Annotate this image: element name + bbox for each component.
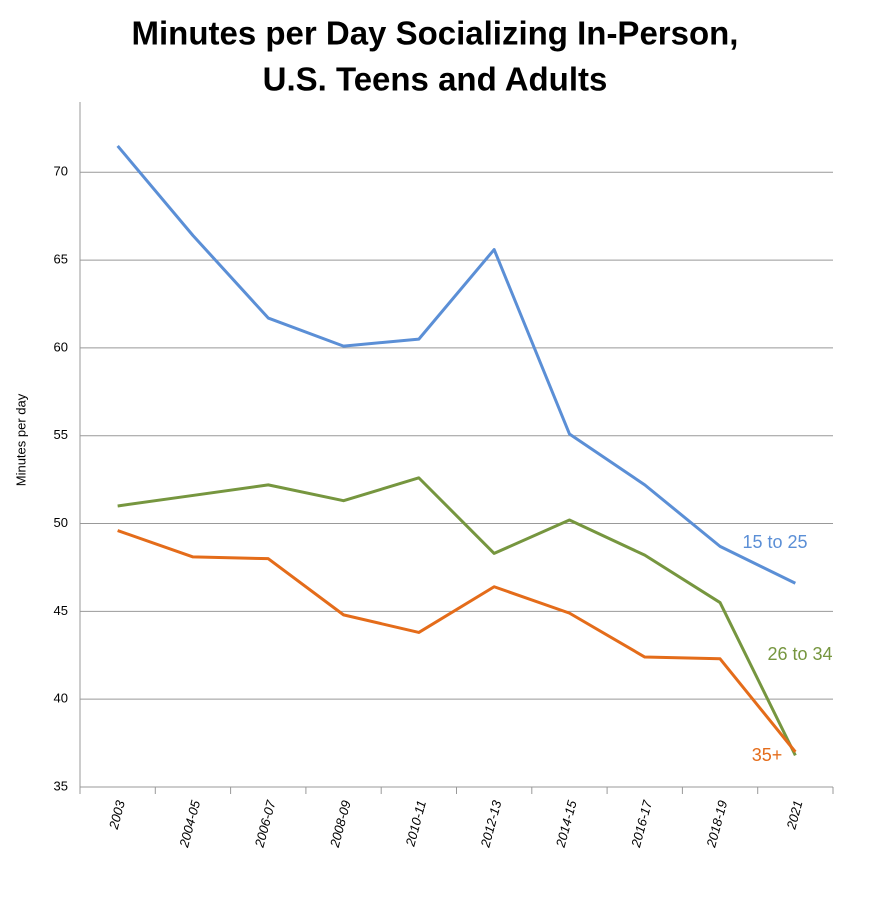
x-tick-label: 2004-05: [176, 798, 203, 850]
series-label: 26 to 34: [767, 644, 832, 664]
y-tick-label: 70: [54, 164, 68, 179]
y-tick-label: 40: [54, 691, 68, 706]
y-tick-label: 65: [54, 252, 68, 267]
y-tick-label: 50: [54, 515, 68, 530]
x-tick-label: 2021: [783, 799, 805, 832]
chart-title: U.S. Teens and Adults: [263, 61, 608, 98]
series-label: 35+: [752, 745, 783, 765]
y-tick-label: 55: [54, 427, 68, 442]
y-tick-label: 60: [54, 339, 68, 354]
y-axis-label: Minutes per day: [13, 393, 28, 486]
series-label: 15 to 25: [742, 532, 807, 552]
series-line: [117, 529, 797, 753]
x-tick-label: 2012-13: [477, 798, 504, 850]
x-tick-label: 2003: [106, 798, 128, 832]
series-line: [116, 144, 797, 585]
x-tick-label: 2010-11: [402, 799, 429, 849]
x-tick-label: 2006-07: [251, 798, 278, 850]
x-tick-label: 2014-15: [553, 798, 580, 850]
y-tick-label: 35: [54, 778, 68, 793]
x-tick-label: 2018-19: [703, 799, 730, 850]
y-tick-label: 45: [54, 603, 68, 618]
series-line: [117, 476, 797, 757]
x-tick-label: 2016-17: [628, 798, 655, 850]
x-tick-label: 2008-09: [327, 799, 354, 850]
chart-title: Minutes per Day Socializing In-Person,: [132, 15, 739, 52]
